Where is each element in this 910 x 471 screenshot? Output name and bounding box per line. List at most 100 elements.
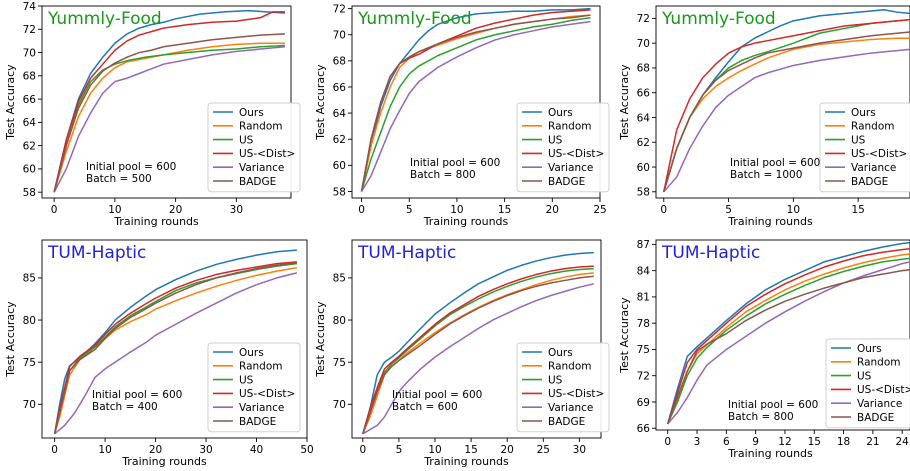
series-line-us-dist- bbox=[53, 11, 285, 193]
y-tick-label: 80 bbox=[23, 315, 36, 327]
x-axis-label: Training rounds bbox=[727, 215, 813, 228]
subplot-1: 0 10 20 30 58 60 62 64 66 68 70 72 74 Training rounds… bbox=[4, 1, 301, 228]
legend-label: US-<Dist> bbox=[548, 388, 604, 400]
legend-label: US-<Dist> bbox=[548, 148, 604, 160]
y-tick-label: 60 bbox=[333, 160, 346, 172]
legend-label: US bbox=[239, 134, 254, 146]
x-tick-label: 0 bbox=[664, 436, 671, 448]
x-tick-label: 20 bbox=[546, 204, 559, 216]
x-tick-label: 5 bbox=[725, 204, 732, 216]
series-line-ours bbox=[666, 241, 910, 425]
series-line-us bbox=[360, 17, 591, 192]
subplot-title: TUM-Haptic bbox=[661, 243, 760, 263]
y-tick-label: 70 bbox=[23, 47, 36, 59]
legend-label: Ours bbox=[857, 343, 882, 355]
x-tick-label: 30 bbox=[199, 444, 212, 456]
x-axis-label: Training rounds bbox=[121, 455, 207, 468]
y-tick-label: 70 bbox=[333, 30, 346, 42]
x-tick-label: 0 bbox=[660, 204, 667, 216]
legend-label: BADGE bbox=[548, 176, 585, 188]
plot-frame bbox=[351, 239, 602, 439]
series-line-us-dist- bbox=[667, 248, 910, 425]
x-tick-label: 25 bbox=[537, 444, 550, 456]
y-tick-label: 85 bbox=[23, 273, 36, 285]
y-tick-label: 66 bbox=[637, 423, 651, 435]
y-tick-label: 64 bbox=[637, 112, 651, 124]
legend-label: Ours bbox=[239, 347, 264, 359]
y-tick-label: 68 bbox=[637, 63, 650, 75]
y-tick-label: 75 bbox=[23, 357, 36, 369]
x-tick-label: 10 bbox=[108, 204, 121, 216]
series-line-badge bbox=[360, 14, 591, 192]
y-axis-label: Test Accuracy bbox=[618, 64, 631, 141]
y-tick-label: 64 bbox=[333, 108, 347, 120]
legend-label: Ours bbox=[851, 107, 876, 119]
y-tick-label: 81 bbox=[637, 292, 650, 304]
annotation-text: Initial pool = 600 bbox=[92, 389, 182, 401]
x-tick-label: 30 bbox=[573, 444, 586, 456]
x-tick-label: 0 bbox=[51, 444, 58, 456]
series-line-us-dist- bbox=[663, 18, 910, 192]
annotation-text: Initial pool = 600 bbox=[86, 161, 176, 173]
series-line-badge bbox=[362, 275, 594, 435]
y-tick-label: 58 bbox=[333, 186, 346, 198]
subplot-5: 0 5 10 15 20 25 30 70 75 80 85 Training rounds Test … bbox=[314, 239, 610, 468]
y-tick-label: 70 bbox=[23, 399, 36, 411]
x-tick-label: 18 bbox=[837, 436, 850, 448]
x-tick-label: 5 bbox=[396, 444, 403, 456]
legend-label: Random bbox=[548, 361, 591, 373]
y-tick-label: 74 bbox=[23, 1, 37, 13]
x-tick-label: 12 bbox=[778, 436, 791, 448]
legend-label: Random bbox=[857, 357, 900, 369]
x-tick-label: 10 bbox=[450, 204, 463, 216]
x-tick-label: 20 bbox=[169, 204, 182, 216]
y-tick-label: 60 bbox=[637, 162, 650, 174]
legend-label: Variance bbox=[548, 162, 593, 174]
plot-frame bbox=[655, 239, 910, 431]
y-tick-label: 70 bbox=[637, 38, 650, 50]
plot-frame bbox=[351, 5, 601, 199]
y-tick-label: 62 bbox=[637, 137, 650, 149]
y-tick-label: 72 bbox=[23, 24, 36, 36]
legend-label: Random bbox=[239, 121, 282, 133]
x-tick-label: 15 bbox=[851, 204, 864, 216]
series-line-us-dist- bbox=[53, 261, 297, 434]
subplot-title: Yummly-Food bbox=[47, 9, 162, 29]
plot-frame bbox=[655, 5, 910, 199]
series-line-us bbox=[362, 267, 594, 435]
series-line-variance bbox=[362, 283, 594, 435]
subplot-title: Yummly-Food bbox=[661, 9, 776, 29]
subplot-2: 0 5 10 15 20 25 58 60 62 64 66 68 70 72 Training round… bbox=[314, 3, 610, 228]
y-tick-label: 64 bbox=[23, 117, 37, 129]
x-tick-label: 50 bbox=[300, 444, 313, 456]
y-axis-label: Test Accuracy bbox=[314, 64, 327, 141]
y-tick-label: 66 bbox=[23, 94, 37, 106]
annotation-text: Batch = 500 bbox=[86, 173, 152, 185]
legend-label: Random bbox=[548, 121, 591, 133]
x-tick-label: 20 bbox=[500, 444, 513, 456]
legend-label: US bbox=[239, 374, 254, 386]
series-line-variance bbox=[667, 261, 910, 425]
series-line-us bbox=[667, 257, 910, 425]
series-line-random bbox=[53, 267, 298, 435]
legend-label: Ours bbox=[548, 347, 573, 359]
subplot-title: TUM-Haptic bbox=[357, 243, 456, 263]
x-tick-label: 15 bbox=[808, 436, 821, 448]
y-tick-label: 66 bbox=[637, 88, 651, 100]
y-tick-label: 69 bbox=[637, 397, 650, 409]
x-tick-label: 15 bbox=[464, 444, 477, 456]
legend-label: BADGE bbox=[239, 416, 276, 428]
legend-label: BADGE bbox=[857, 412, 894, 424]
legend-label: US-<Dist> bbox=[857, 384, 910, 396]
subplot-3: 0 5 10 15 58 60 62 64 66 68 70 72 Training rounds Tes… bbox=[618, 5, 910, 228]
annotation-text: Batch = 800 bbox=[410, 169, 476, 181]
y-tick-label: 72 bbox=[637, 371, 650, 383]
legend-label: Variance bbox=[851, 162, 896, 174]
series-line-variance bbox=[54, 272, 298, 435]
y-tick-label: 62 bbox=[333, 134, 346, 146]
legend-label: Variance bbox=[239, 402, 284, 414]
y-tick-label: 60 bbox=[23, 164, 36, 176]
series-line-badge bbox=[667, 269, 910, 425]
y-tick-label: 78 bbox=[637, 318, 650, 330]
y-axis-label: Test Accuracy bbox=[618, 297, 631, 374]
